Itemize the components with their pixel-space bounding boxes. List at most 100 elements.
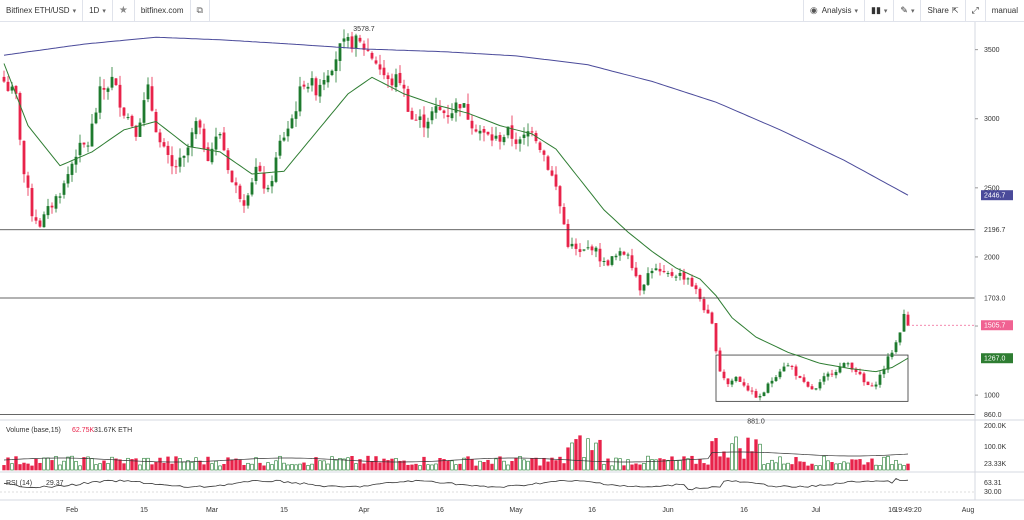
volume-bar <box>294 464 298 471</box>
candle-body <box>198 120 202 128</box>
volume-bar <box>394 458 398 471</box>
candle-body <box>906 314 910 326</box>
external-link-button[interactable]: ⧉ <box>191 0 210 22</box>
y-tick-label: 3000 <box>984 116 1000 123</box>
candle-body <box>90 123 94 147</box>
favorite-button[interactable]: ★ <box>113 0 135 22</box>
candle-body <box>318 84 322 97</box>
candle-body <box>614 255 618 258</box>
user-menu[interactable]: manual <box>986 0 1024 22</box>
candle-body <box>226 150 230 171</box>
volume-bar <box>134 458 138 471</box>
volume-bar <box>102 460 106 471</box>
candle-body <box>466 103 470 120</box>
candle-body <box>666 273 670 275</box>
candle-body <box>222 132 226 151</box>
volume-tick-label: 100.0K <box>984 444 1007 451</box>
drawing-button[interactable]: ✎ ▾ <box>894 0 922 22</box>
volume-bar <box>74 461 78 471</box>
volume-bar <box>350 456 354 471</box>
volume-bar <box>14 456 18 471</box>
volume-bar <box>286 464 290 471</box>
volume-bar <box>654 459 658 471</box>
volume-bar <box>578 435 582 471</box>
volume-bar <box>58 464 62 471</box>
volume-bar <box>270 464 274 471</box>
candle-body <box>550 170 554 176</box>
candle-body <box>350 36 354 49</box>
volume-bar <box>826 460 830 471</box>
y-tick-label: 2000 <box>984 254 1000 261</box>
candle-body <box>814 388 818 390</box>
candle-body <box>878 374 882 385</box>
volume-bar <box>770 459 774 471</box>
symbol-label: Bitfinex ETH/USD <box>6 6 70 15</box>
y-axis[interactable]: 1000150020002500300035002446.71505.71267… <box>974 22 1013 500</box>
candle-body <box>346 37 350 41</box>
candle-body <box>174 166 178 168</box>
candle-body <box>122 107 126 116</box>
volume-bar <box>842 461 846 471</box>
volume-bar <box>810 463 814 471</box>
price-tag-label: 1505.7 <box>984 323 1006 330</box>
symbol-selector[interactable]: Bitfinex ETH/USD ▾ <box>0 0 84 22</box>
candle-body <box>506 126 510 136</box>
volume-tick-label: 200.0K <box>984 423 1007 430</box>
interval-selector[interactable]: 1D ▾ <box>83 0 113 22</box>
candle-body <box>142 100 146 123</box>
candle-body <box>462 103 466 108</box>
source-label: bitfinex.com <box>140 6 184 15</box>
candle-body <box>738 376 742 382</box>
x-tick-label: 16 <box>436 507 444 514</box>
volume-bar <box>34 458 38 471</box>
volume-bar <box>438 458 442 471</box>
candle-body <box>826 373 830 377</box>
candle-body <box>622 251 626 255</box>
share-button[interactable]: Share ⇱ <box>921 0 966 22</box>
candle-body <box>66 174 70 184</box>
candle-body <box>518 139 522 144</box>
volume-bar <box>494 458 498 471</box>
volume-bar <box>874 464 878 471</box>
volume-bar <box>786 462 790 471</box>
candle-body <box>522 134 526 138</box>
volume-bar <box>598 439 602 471</box>
candle-body <box>502 137 506 143</box>
volume-bar <box>870 458 874 471</box>
consolidation-box <box>715 354 909 402</box>
candle-body <box>418 116 422 120</box>
volume-bar <box>178 458 182 471</box>
fullscreen-button[interactable]: ⤢ <box>966 0 986 22</box>
candle-body <box>478 130 482 134</box>
volume-bar <box>754 439 758 471</box>
volume-bar <box>42 457 46 471</box>
analysis-label: Analysis <box>821 6 852 15</box>
volume-bar <box>526 460 530 471</box>
volume-bar <box>458 463 462 471</box>
volume-bar <box>750 451 754 471</box>
candle-body <box>250 182 254 195</box>
candle-body <box>586 247 590 249</box>
candle-body <box>498 135 502 142</box>
volume-bar <box>886 456 890 471</box>
volume-bar <box>82 457 86 471</box>
volume-bar <box>106 463 110 471</box>
candle-body <box>290 118 294 129</box>
volume-bar <box>358 459 362 471</box>
volume-moving-average <box>3 451 909 463</box>
volume-bar <box>122 463 126 471</box>
candle-body <box>530 131 534 133</box>
candle-body <box>382 67 386 76</box>
candle-body <box>306 86 310 89</box>
grid-layer <box>0 419 1024 501</box>
x-axis[interactable]: Feb 15 Mar 15 Apr 16 May 16 Jun 16 Jul 16 Aug 19:49:2… <box>66 507 974 514</box>
volume-bar <box>366 455 370 471</box>
analysis-button[interactable]: ◉ Analysis ▾ <box>802 0 865 22</box>
volume-bar <box>646 455 650 471</box>
candle-body <box>850 362 854 370</box>
chart-type-button[interactable]: ▮▮ ▾ <box>865 0 895 22</box>
source-link[interactable]: bitfinex.com <box>135 0 191 22</box>
x-tick-label: Aug <box>962 507 975 514</box>
volume-bar <box>502 460 506 471</box>
